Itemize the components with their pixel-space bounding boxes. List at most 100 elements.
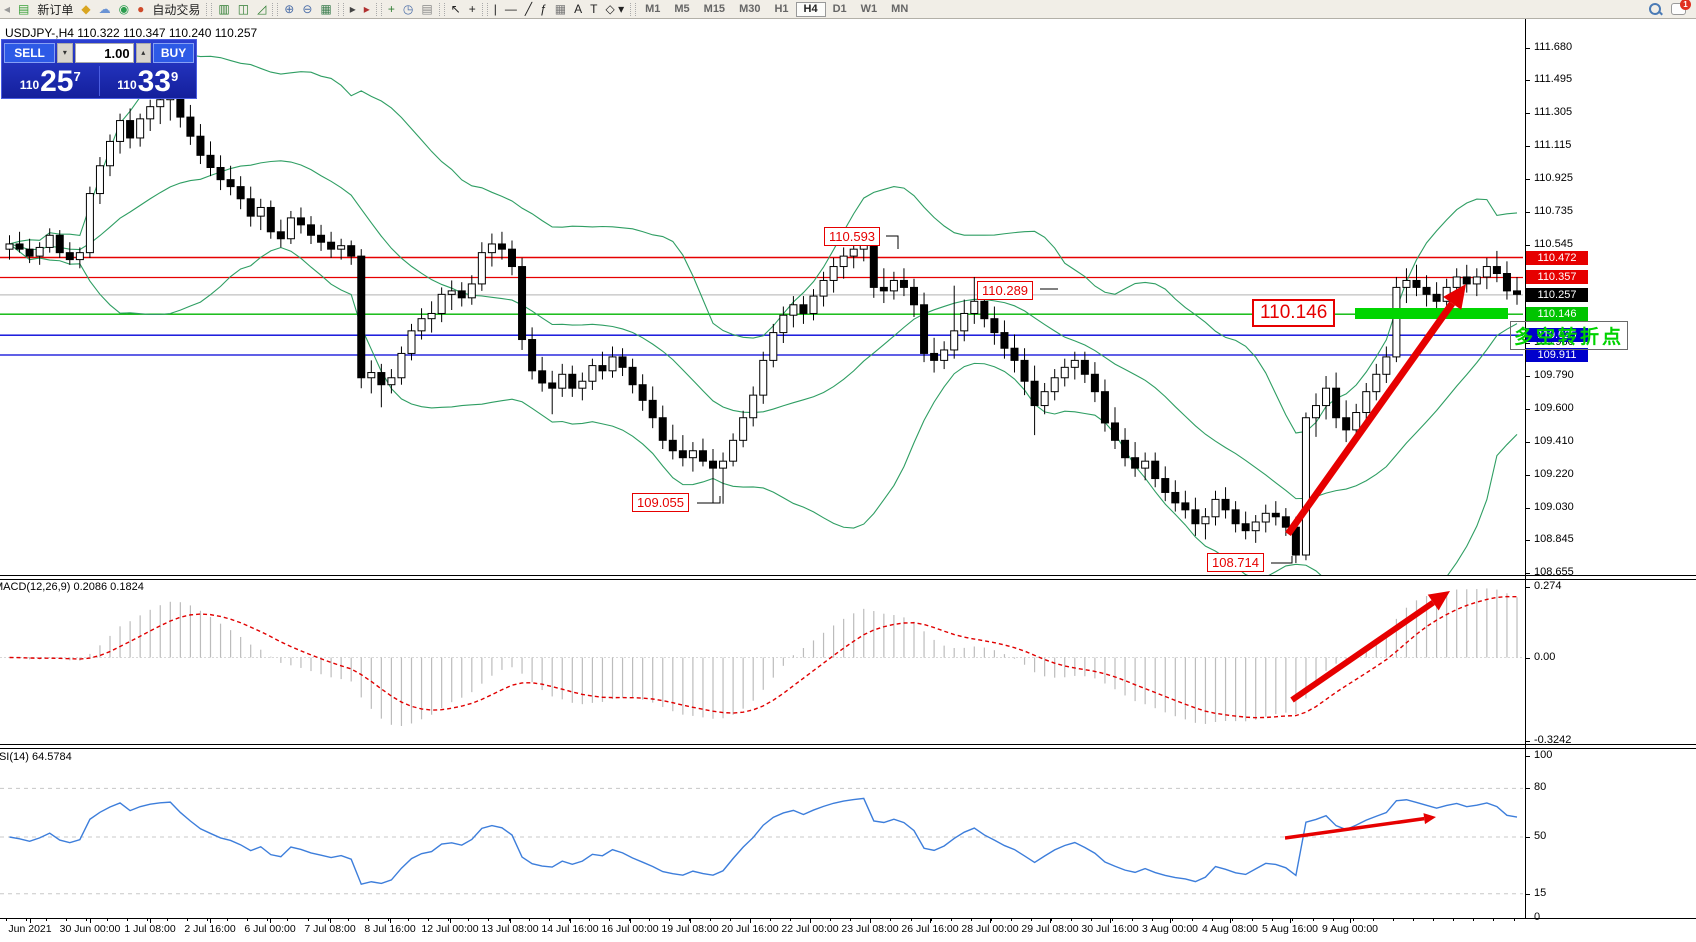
add-indicator-icon[interactable]: + <box>384 1 399 18</box>
time-tick-label[interactable]: 30 Jul 16:00 <box>1081 923 1139 935</box>
timeframe-m15[interactable]: M15 <box>703 2 726 15</box>
timeframe-h4[interactable]: H4 <box>795 1 826 17</box>
rsi-tick-label[interactable]: 15 <box>1534 886 1547 899</box>
time-tick-label[interactable]: 14 Jul 16:00 <box>541 923 599 935</box>
timeframe-mn[interactable]: MN <box>891 2 909 15</box>
price-tick-label[interactable]: 108.655 <box>1534 566 1574 579</box>
time-tick-label[interactable]: Jun 2021 <box>8 923 52 935</box>
auto-scroll-icon[interactable]: ▸ <box>346 1 360 18</box>
new-order-button[interactable]: 新订单 <box>33 1 77 18</box>
shapes-icon[interactable]: ◇ ▾ <box>602 1 629 18</box>
time-tick-label[interactable]: 28 Jul 00:00 <box>961 923 1019 935</box>
vertical-line-icon[interactable]: | <box>490 1 501 18</box>
time-tick-label[interactable]: 19 Jul 08:00 <box>661 923 719 935</box>
price-tick-label[interactable]: 111.305 <box>1534 105 1573 118</box>
volume-increase-button[interactable]: ▴ <box>135 43 152 63</box>
text-label-icon[interactable]: T <box>586 1 601 18</box>
timeframe-w1[interactable]: W1 <box>860 2 878 15</box>
turning-point-note[interactable]: 多空转折点 <box>1510 321 1629 350</box>
price-tick-label[interactable]: 109.600 <box>1534 402 1574 415</box>
rsi-tick-label[interactable]: 50 <box>1534 830 1547 842</box>
time-tick-label[interactable]: 12 Jul 00:00 <box>421 923 479 935</box>
periods-icon[interactable]: ◷ <box>399 1 417 18</box>
autotrade-button[interactable]: 自动交易 <box>148 1 204 18</box>
volume-decrease-button[interactable]: ▾ <box>57 43 73 63</box>
cursor-icon[interactable]: ↖ <box>447 1 465 18</box>
price-tick-label[interactable]: 110.545 <box>1534 237 1573 250</box>
time-tick-label[interactable]: 23 Jul 08:00 <box>841 923 899 935</box>
signal-icon[interactable]: ◉ <box>115 1 133 18</box>
price-tick-label[interactable]: 111.680 <box>1534 40 1573 53</box>
macd-tick-label[interactable]: 0.274 <box>1534 580 1562 593</box>
rsi-tick-label[interactable]: 80 <box>1534 781 1547 794</box>
line-chart-icon[interactable]: ◿ <box>253 1 270 18</box>
timeframe-d1[interactable]: D1 <box>832 2 847 15</box>
time-tick-label[interactable]: 1 Jul 08:00 <box>124 923 176 935</box>
price-tick-label[interactable]: 110.925 <box>1534 171 1573 184</box>
time-tick-label[interactable]: 30 Jun 00:00 <box>59 923 121 935</box>
buy-button[interactable]: BUY <box>153 43 195 63</box>
price-annotation[interactable]: 108.714 <box>1207 553 1264 572</box>
time-tick-label[interactable]: 22 Jul 00:00 <box>781 923 839 935</box>
pane-separator-rsi[interactable] <box>0 744 1696 749</box>
price-tick-label[interactable]: 110.735 <box>1534 204 1573 217</box>
time-tick-label[interactable]: 26 Jul 16:00 <box>901 923 959 935</box>
zoom-out-icon[interactable]: ⊖ <box>298 1 316 18</box>
time-tick-label[interactable]: 29 Jul 08:00 <box>1021 923 1079 935</box>
crosshair-icon[interactable]: + <box>465 1 480 18</box>
horizontal-line-icon[interactable]: — <box>501 1 521 18</box>
macd-tick-label[interactable]: 0.00 <box>1534 650 1556 663</box>
history-gold-icon[interactable]: ◆ <box>77 1 94 18</box>
time-tick-label[interactable]: 3 Aug 00:00 <box>1141 923 1199 935</box>
price-annotation[interactable]: 110.289 <box>977 281 1034 300</box>
chart-shift-icon[interactable]: ▸ <box>360 1 374 18</box>
candle-chart-icon[interactable]: ◫ <box>234 1 253 18</box>
timeframe-m1[interactable]: M1 <box>645 2 661 15</box>
time-tick-label[interactable]: 8 Jul 16:00 <box>364 923 416 935</box>
price-tick-label[interactable]: 109.790 <box>1534 369 1574 382</box>
price-annotation[interactable]: 109.055 <box>632 493 689 512</box>
time-tick-label[interactable]: 5 Aug 16:00 <box>1261 923 1319 935</box>
price-tick-label[interactable]: 109.030 <box>1534 501 1574 514</box>
price-annotation[interactable]: 110.146 <box>1252 299 1336 327</box>
time-tick-label[interactable]: 9 Aug 00:00 <box>1321 923 1379 935</box>
text-icon[interactable]: A <box>570 1 586 18</box>
sell-price[interactable]: 110 25 7 <box>2 64 99 98</box>
timeframe-h1[interactable]: H1 <box>774 2 789 15</box>
autotrade-icon[interactable]: ● <box>133 1 148 18</box>
volume-input[interactable] <box>74 43 134 63</box>
grid-icon[interactable]: ▦ <box>551 1 570 18</box>
price-tick-label[interactable]: 111.495 <box>1534 72 1573 85</box>
buy-price[interactable]: 110 33 9 <box>100 64 197 98</box>
cloud-icon[interactable]: ☁ <box>95 1 115 18</box>
macd-tick-label[interactable]: -0.3242 <box>1534 733 1572 746</box>
timeframe-m5[interactable]: M5 <box>674 2 690 15</box>
time-tick-label[interactable]: 4 Aug 08:00 <box>1201 923 1259 935</box>
price-tick-label[interactable]: 111.115 <box>1534 138 1572 151</box>
time-tick-label[interactable]: 6 Jul 00:00 <box>244 923 296 935</box>
chat-icon[interactable]: 1 <box>1671 0 1691 15</box>
search-icon[interactable] <box>1649 3 1661 15</box>
notification-badge[interactable]: 1 <box>1680 0 1691 10</box>
timeframe-m30[interactable]: M30 <box>739 2 761 15</box>
time-tick-label[interactable]: 7 Jul 08:00 <box>304 923 356 935</box>
time-tick-label[interactable]: 20 Jul 16:00 <box>721 923 779 935</box>
price-tick-label[interactable]: 109.410 <box>1534 435 1574 448</box>
templates-icon[interactable]: ▤ <box>417 1 436 18</box>
time-tick-label[interactable]: 2 Jul 16:00 <box>184 923 236 935</box>
pane-separator-macd[interactable] <box>0 575 1696 580</box>
window-menu-partial-icon[interactable]: ◂ <box>0 1 14 18</box>
price-tick-label[interactable]: 109.220 <box>1534 468 1574 481</box>
trendline-icon[interactable]: ╱ <box>521 1 536 18</box>
price-tick-label[interactable]: 108.845 <box>1534 533 1574 546</box>
new-order-icon[interactable]: ▤ <box>14 1 33 18</box>
fibonacci-icon[interactable]: ƒ <box>536 1 551 18</box>
price-annotation[interactable]: 110.593 <box>824 227 881 246</box>
bar-chart-icon[interactable]: ▥ <box>214 1 233 18</box>
tile-windows-icon[interactable]: ▦ <box>316 1 335 18</box>
sell-button[interactable]: SELL <box>4 43 56 63</box>
rsi-tick-label[interactable]: 0 <box>1534 911 1541 923</box>
time-tick-label[interactable]: 13 Jul 08:00 <box>481 923 539 935</box>
rsi-tick-label[interactable]: 100 <box>1534 749 1553 761</box>
